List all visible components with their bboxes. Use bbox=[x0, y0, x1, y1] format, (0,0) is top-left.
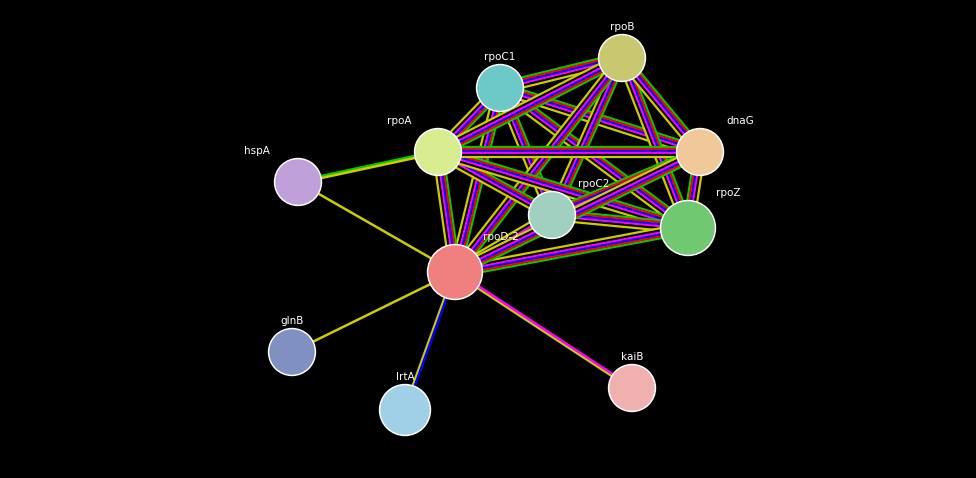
Text: rpoA: rpoA bbox=[387, 116, 412, 126]
Circle shape bbox=[661, 200, 715, 256]
Circle shape bbox=[678, 130, 722, 174]
Circle shape bbox=[662, 202, 714, 254]
Circle shape bbox=[274, 159, 321, 206]
Text: hspA: hspA bbox=[244, 146, 270, 156]
Text: rpoC2: rpoC2 bbox=[578, 179, 609, 189]
Circle shape bbox=[380, 384, 430, 435]
Circle shape bbox=[476, 65, 523, 111]
Circle shape bbox=[530, 193, 574, 237]
Text: rpoC1: rpoC1 bbox=[484, 52, 515, 62]
Circle shape bbox=[608, 365, 656, 412]
Circle shape bbox=[676, 129, 723, 175]
Text: glnB: glnB bbox=[280, 316, 304, 326]
Circle shape bbox=[598, 34, 645, 82]
Circle shape bbox=[427, 245, 482, 300]
Circle shape bbox=[600, 36, 644, 80]
Circle shape bbox=[276, 160, 320, 204]
Text: kaiB: kaiB bbox=[621, 352, 643, 362]
Circle shape bbox=[270, 330, 314, 374]
Text: lrtA: lrtA bbox=[395, 372, 415, 382]
Circle shape bbox=[416, 130, 460, 174]
Text: rpoB: rpoB bbox=[610, 22, 634, 32]
Circle shape bbox=[268, 328, 315, 376]
Circle shape bbox=[429, 246, 481, 298]
Circle shape bbox=[610, 366, 654, 410]
Circle shape bbox=[381, 386, 429, 434]
Circle shape bbox=[528, 192, 576, 239]
Text: dnaG: dnaG bbox=[726, 116, 753, 126]
Circle shape bbox=[478, 66, 522, 110]
Circle shape bbox=[415, 129, 462, 175]
Text: rpoD-2: rpoD-2 bbox=[483, 232, 519, 242]
Text: rpoZ: rpoZ bbox=[716, 188, 741, 198]
